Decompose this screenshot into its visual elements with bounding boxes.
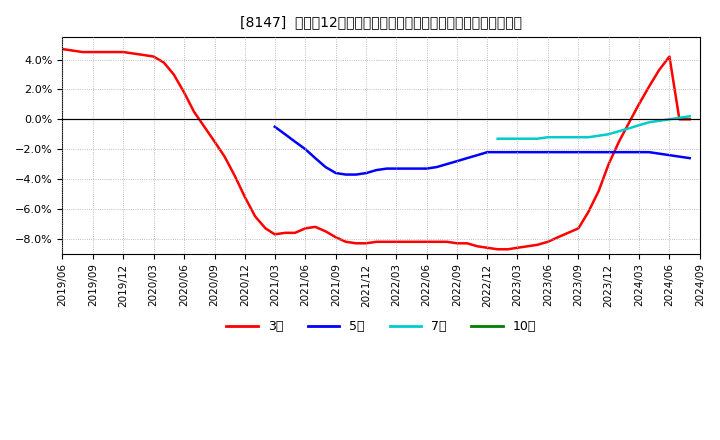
Legend: 3年, 5年, 7年, 10年: 3年, 5年, 7年, 10年 bbox=[221, 315, 541, 338]
Title: [8147]  売上高12か月移動合計の対前年同期増減率の平均値の推移: [8147] 売上高12か月移動合計の対前年同期増減率の平均値の推移 bbox=[240, 15, 522, 29]
